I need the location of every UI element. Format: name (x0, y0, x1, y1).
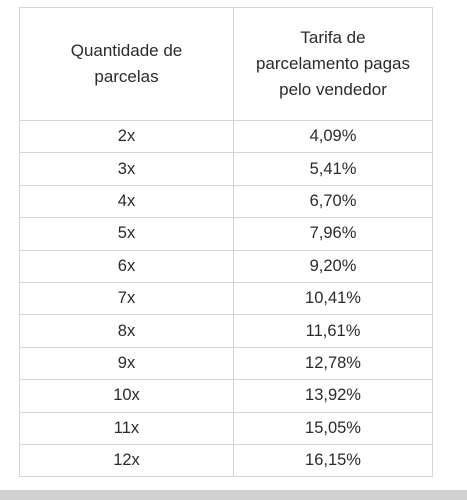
header-fee-label: Tarifa de parcelamento pagas pelo vended… (255, 28, 411, 99)
header-installments: Quantidade de parcelas (19, 7, 234, 121)
table-row: 3x 5,41% (19, 152, 433, 186)
cell-installments: 5x (19, 217, 234, 251)
cell-installments: 7x (19, 281, 234, 316)
cell-fee: 6,70% (233, 184, 433, 219)
cell-fee: 16,15% (233, 443, 433, 478)
cell-fee: 9,20% (233, 249, 433, 283)
cell-fee: 7,96% (233, 217, 433, 251)
cell-installments: 2x (19, 119, 234, 154)
cell-fee: 5,41% (233, 152, 433, 186)
cell-fee: 15,05% (233, 411, 433, 445)
cell-installments: 11x (19, 411, 234, 445)
installment-fee-table-container: Quantidade de parcelas Tarifa de parcela… (19, 7, 433, 478)
bottom-divider-bar (0, 490, 467, 500)
cell-installments: 10x (19, 379, 234, 413)
cell-installments: 4x (19, 184, 234, 219)
table-row: 12x 16,15% (19, 443, 433, 478)
cell-fee: 10,41% (233, 281, 433, 316)
table-row: 10x 13,92% (19, 379, 433, 413)
table-row: 5x 7,96% (19, 217, 433, 251)
cell-installments: 9x (19, 346, 234, 381)
cell-fee: 11,61% (233, 314, 433, 348)
installment-fee-table: Quantidade de parcelas Tarifa de parcela… (19, 7, 433, 478)
cell-installments: 3x (19, 152, 234, 186)
cell-fee: 13,92% (233, 379, 433, 413)
cell-fee: 4,09% (233, 119, 433, 154)
table-row: 2x 4,09% (19, 119, 433, 154)
cell-fee: 12,78% (233, 346, 433, 381)
table-row: 7x 10,41% (19, 281, 433, 316)
cell-installments: 6x (19, 249, 234, 283)
header-installments-label: Quantidade de parcelas (70, 41, 183, 86)
cell-installments: 8x (19, 314, 234, 348)
table-row: 8x 11,61% (19, 314, 433, 348)
table-row: 9x 12,78% (19, 346, 433, 381)
cell-installments: 12x (19, 443, 234, 478)
table-header-row: Quantidade de parcelas Tarifa de parcela… (19, 7, 433, 121)
header-fee: Tarifa de parcelamento pagas pelo vended… (233, 7, 433, 121)
table-row: 4x 6,70% (19, 184, 433, 219)
table-row: 11x 15,05% (19, 411, 433, 445)
table-row: 6x 9,20% (19, 249, 433, 283)
